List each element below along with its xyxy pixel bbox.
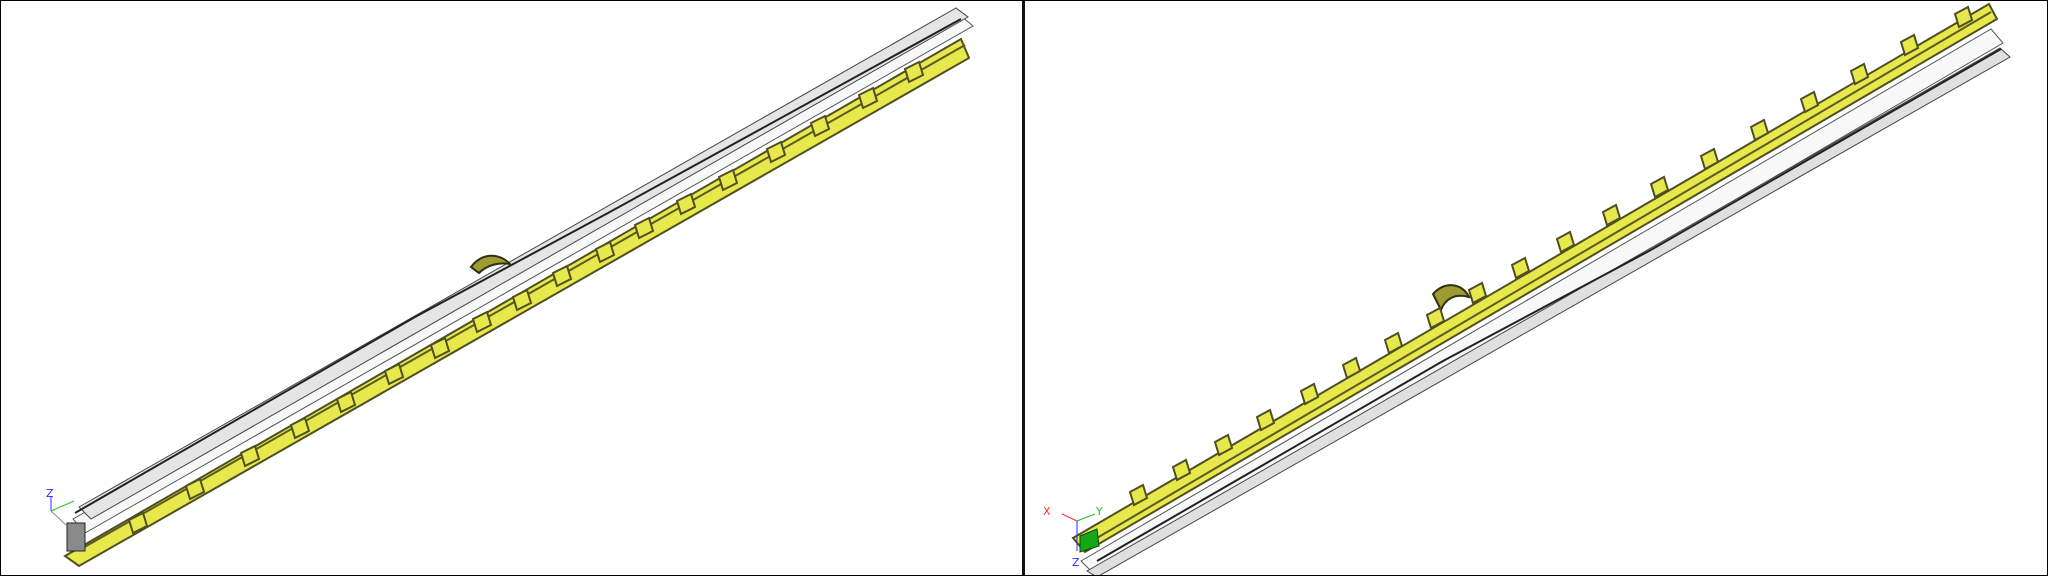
left-upper-rail [78,7,969,520]
left-axis-triad: Z [46,487,75,526]
right-clip-row [1128,5,1974,507]
left-assembly-model [63,7,974,568]
right-x-axis-label: X [1043,505,1051,518]
left-3d-viewport[interactable]: Z [1,1,1023,576]
left-end-cap [66,522,86,552]
right-housing-shell [1080,28,2004,575]
right-yellow-centerline [1084,11,1992,546]
right-y-axis-line [1076,513,1096,522]
right-white-channel-line [1096,48,2002,562]
right-y-axis-label: Y [1095,505,1103,518]
right-x-axis-line [1061,513,1078,522]
left-housing-shell [72,15,974,534]
right-z-axis-label: Z [1072,556,1080,569]
left-model-canvas[interactable]: Z [1,1,1023,576]
right-3d-viewport[interactable]: X Y Z [1025,1,2048,576]
left-z-axis-label: Z [46,487,54,500]
left-y-axis-line [50,500,75,512]
right-assembly-model [1071,2,2011,575]
left-clip-row [127,60,925,535]
right-green-end-feature [1079,528,1100,553]
right-axis-triad: X Y Z [1043,505,1103,569]
left-x-axis-line [50,510,67,526]
left-small-hook-part [469,254,513,275]
right-small-hook-part [1431,284,1471,313]
right-model-canvas[interactable]: X Y Z [1025,1,2048,576]
right-lower-rail [1086,47,2011,575]
viewport-divider [1022,1,1025,575]
